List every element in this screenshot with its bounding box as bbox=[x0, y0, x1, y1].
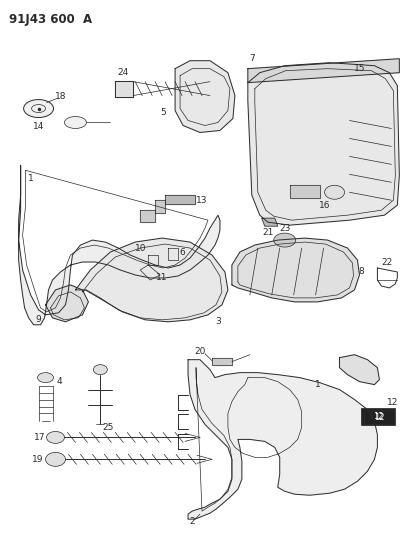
Text: 18: 18 bbox=[55, 92, 66, 101]
Text: 13: 13 bbox=[196, 196, 208, 205]
Text: 12: 12 bbox=[387, 398, 398, 407]
Ellipse shape bbox=[274, 233, 296, 247]
Polygon shape bbox=[248, 59, 399, 83]
Polygon shape bbox=[364, 409, 394, 424]
Text: 25: 25 bbox=[102, 423, 114, 432]
Text: 15: 15 bbox=[354, 64, 365, 73]
Polygon shape bbox=[19, 165, 220, 325]
Ellipse shape bbox=[324, 185, 345, 199]
Text: 6: 6 bbox=[179, 247, 185, 256]
Text: 19: 19 bbox=[32, 455, 43, 464]
Bar bbox=[361, 408, 395, 425]
Text: 4: 4 bbox=[57, 377, 62, 386]
Polygon shape bbox=[175, 61, 235, 133]
Polygon shape bbox=[165, 195, 195, 204]
Ellipse shape bbox=[94, 365, 107, 375]
Text: 22: 22 bbox=[382, 257, 393, 266]
Polygon shape bbox=[248, 63, 399, 225]
Polygon shape bbox=[290, 185, 320, 198]
Polygon shape bbox=[155, 200, 165, 213]
Text: 2: 2 bbox=[189, 516, 195, 526]
Polygon shape bbox=[140, 265, 160, 280]
Text: 1: 1 bbox=[28, 174, 34, 183]
Polygon shape bbox=[45, 285, 88, 322]
Ellipse shape bbox=[45, 453, 66, 466]
Text: 91J43 600  A: 91J43 600 A bbox=[9, 13, 92, 26]
Polygon shape bbox=[188, 360, 377, 519]
Text: 17: 17 bbox=[34, 433, 45, 442]
Text: 12: 12 bbox=[374, 413, 385, 422]
Ellipse shape bbox=[64, 117, 86, 128]
Text: 12: 12 bbox=[374, 413, 385, 422]
Text: 1: 1 bbox=[315, 380, 320, 389]
Polygon shape bbox=[148, 255, 158, 265]
Text: 8: 8 bbox=[358, 268, 364, 277]
Polygon shape bbox=[339, 354, 379, 385]
Ellipse shape bbox=[38, 373, 53, 383]
Text: 7: 7 bbox=[249, 54, 255, 63]
Polygon shape bbox=[115, 80, 133, 96]
Text: 20: 20 bbox=[194, 347, 206, 356]
Text: 5: 5 bbox=[160, 108, 166, 117]
Polygon shape bbox=[212, 358, 232, 365]
Ellipse shape bbox=[23, 100, 53, 117]
Text: 16: 16 bbox=[319, 201, 330, 209]
Ellipse shape bbox=[47, 431, 64, 443]
Text: 21: 21 bbox=[262, 228, 273, 237]
Text: 3: 3 bbox=[215, 317, 221, 326]
Polygon shape bbox=[75, 238, 228, 322]
Text: 12: 12 bbox=[373, 412, 384, 421]
Text: 23: 23 bbox=[279, 224, 290, 232]
Polygon shape bbox=[140, 210, 155, 222]
Text: 10: 10 bbox=[134, 244, 146, 253]
Text: 11: 11 bbox=[156, 273, 168, 282]
Text: 24: 24 bbox=[117, 68, 129, 77]
Text: 9: 9 bbox=[36, 316, 41, 324]
Polygon shape bbox=[262, 218, 278, 226]
Polygon shape bbox=[168, 248, 178, 260]
Text: 14: 14 bbox=[33, 122, 44, 131]
Polygon shape bbox=[232, 238, 360, 302]
